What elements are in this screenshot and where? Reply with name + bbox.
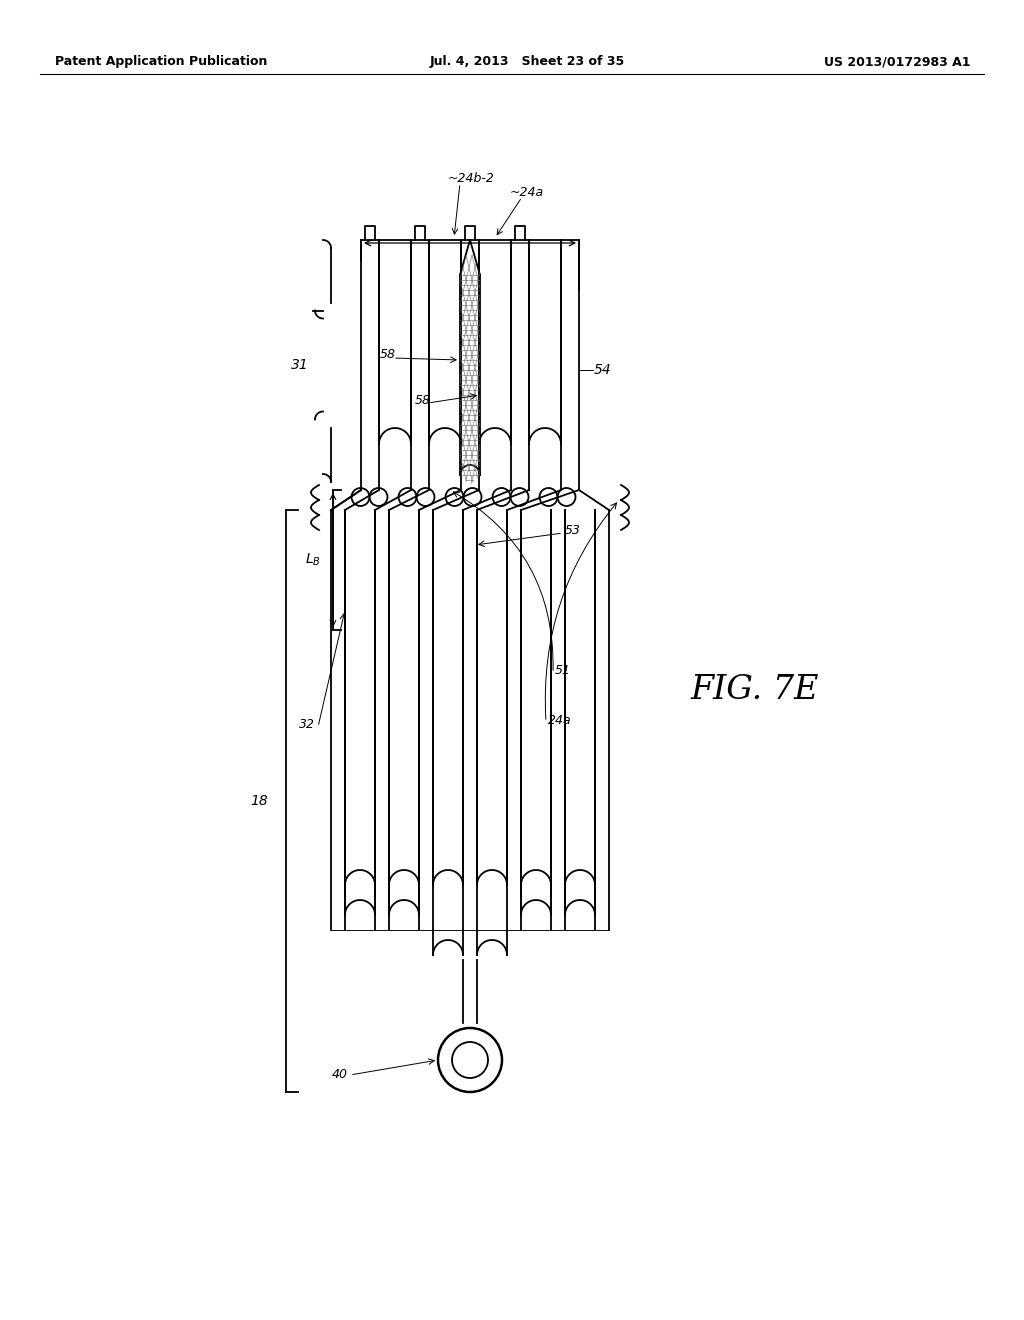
Text: 31: 31: [291, 358, 309, 372]
Text: $L_B$: $L_B$: [305, 552, 321, 568]
Text: 24a: 24a: [548, 714, 571, 726]
Text: 40: 40: [332, 1068, 348, 1081]
Text: 51: 51: [555, 664, 571, 676]
Text: 53: 53: [565, 524, 581, 536]
Text: 18: 18: [250, 795, 268, 808]
Text: Jul. 4, 2013   Sheet 23 of 35: Jul. 4, 2013 Sheet 23 of 35: [430, 55, 626, 69]
Text: 32: 32: [299, 718, 315, 731]
Text: US 2013/0172983 A1: US 2013/0172983 A1: [823, 55, 970, 69]
Text: 54: 54: [594, 363, 611, 378]
Text: 58: 58: [415, 393, 431, 407]
Text: FIG. 7E: FIG. 7E: [691, 675, 819, 706]
Text: Patent Application Publication: Patent Application Publication: [55, 55, 267, 69]
Text: 58: 58: [380, 348, 396, 362]
Text: ~24b-2: ~24b-2: [449, 172, 495, 185]
Text: ~24a: ~24a: [510, 186, 544, 198]
